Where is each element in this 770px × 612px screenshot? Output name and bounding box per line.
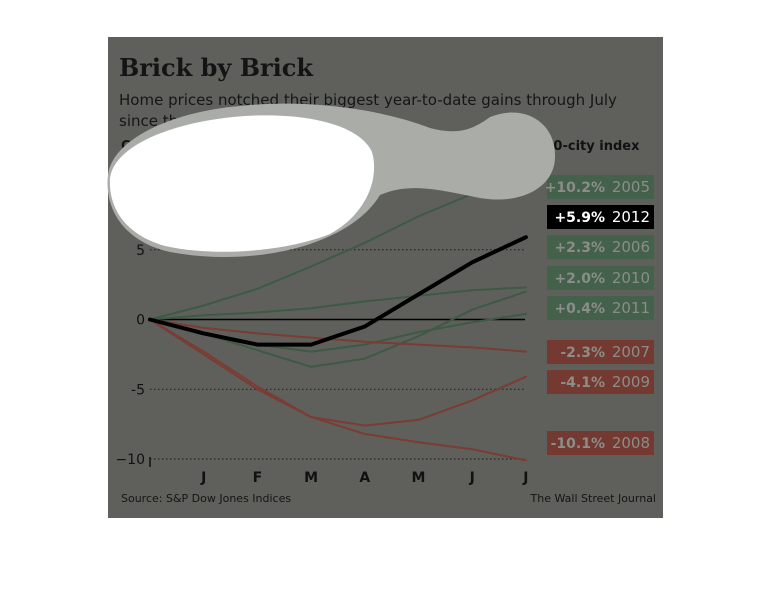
legend-value-2006: +2.3% <box>554 240 605 256</box>
y-tick-label: −10 <box>115 452 145 468</box>
x-tick-label: F <box>253 470 263 486</box>
x-tick-label: J <box>200 470 206 486</box>
legend-year-2008: 2008 <box>612 434 650 452</box>
legend-value-2008: -10.1% <box>551 436 605 452</box>
credit-note: The Wall Street Journal <box>530 492 656 505</box>
legend-year-2012: 2012 <box>612 208 650 226</box>
x-tick-label: A <box>359 470 370 486</box>
series-line-2012 <box>148 235 528 347</box>
legend-year-2011: 2011 <box>612 299 650 317</box>
page-title: Brick by Brick <box>119 53 314 82</box>
x-tick-label: M <box>304 470 318 486</box>
legend-value-2010: +2.0% <box>554 271 605 287</box>
legend-box-2008 <box>547 431 654 455</box>
y-tick-label: 0 <box>136 313 145 329</box>
series-line-2008 <box>149 318 527 462</box>
legend-box-2012 <box>547 205 654 229</box>
legend-box-2011 <box>547 296 654 320</box>
source-note: Source: S&P Dow Jones Indices <box>121 492 292 505</box>
series-line-2005 <box>149 176 527 321</box>
y-tick-label: 10% <box>114 173 145 189</box>
legend-value-2012: +5.9% <box>554 210 605 226</box>
legend-year-2006: 2006 <box>612 238 650 256</box>
legend-year-2009: 2009 <box>612 373 650 391</box>
legend-box-2006 <box>547 235 654 259</box>
x-tick-label: J <box>469 470 475 486</box>
x-tick-label: M <box>412 470 426 486</box>
legend-box-2005 <box>547 175 654 199</box>
legend-year-2007: 2007 <box>612 343 650 361</box>
y-tick-label: -5 <box>131 382 145 398</box>
legend-box-2010 <box>547 266 654 290</box>
grid: 10% 5 0 -5 −10 <box>114 173 525 468</box>
legend-box-2009 <box>547 370 654 394</box>
series-line-2009 <box>149 318 527 427</box>
legend-value-2009: -4.1% <box>560 375 605 391</box>
legend-value-2007: -2.3% <box>560 345 605 361</box>
legend: +10.2% 2005 +5.9% 2012 +2.3% 2006 +2.0% 2010 +0.… <box>545 175 654 455</box>
y-tick-label: 5 <box>136 243 145 259</box>
legend-year-2010: 2010 <box>612 269 650 287</box>
legend-value-2005: +10.2% <box>545 180 605 196</box>
series-line-2006 <box>149 286 527 321</box>
legend-box-2007 <box>547 340 654 364</box>
legend-year-2005: 2005 <box>612 178 650 196</box>
legend-value-2011: +0.4% <box>554 301 605 317</box>
series-line-2007 <box>149 318 527 353</box>
x-tick-label: J <box>522 470 528 486</box>
